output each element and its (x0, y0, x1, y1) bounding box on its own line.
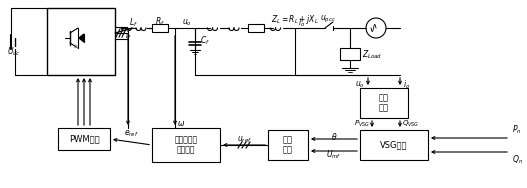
Text: $U_{dc}$: $U_{dc}$ (7, 45, 21, 58)
Text: $P_n$: $P_n$ (512, 124, 522, 136)
Text: $\omega$: $\omega$ (177, 118, 185, 127)
Bar (360, 130, 428, 160)
Bar (248, 24, 264, 32)
Text: $i_o$: $i_o$ (298, 17, 305, 29)
Bar (360, 88, 408, 118)
Bar (268, 130, 308, 160)
Text: 功率
计算: 功率 计算 (379, 93, 389, 113)
Text: $\theta$: $\theta$ (331, 130, 337, 142)
Polygon shape (79, 34, 84, 42)
Text: $i_f$: $i_f$ (125, 30, 131, 42)
Text: $u_o$: $u_o$ (355, 80, 365, 90)
Bar (152, 24, 168, 32)
Bar (340, 48, 360, 60)
Bar (47, 8, 115, 75)
Text: PWM调制: PWM调制 (69, 134, 99, 143)
Text: 电压
合成: 电压 合成 (283, 135, 293, 155)
Text: $Z_L = R_L + jX_L$: $Z_L = R_L + jX_L$ (271, 14, 319, 27)
Text: $Z_{Load}$: $Z_{Load}$ (362, 49, 383, 61)
Text: $u_o$: $u_o$ (182, 18, 192, 28)
Text: 电压电流双
闭环控制: 电压电流双 闭环控制 (174, 135, 198, 155)
Text: $u_{ref}$: $u_{ref}$ (237, 135, 251, 145)
Bar (152, 128, 220, 162)
Text: $Q_{VSG}$: $Q_{VSG}$ (402, 119, 419, 129)
Text: VSG控制: VSG控制 (380, 140, 408, 149)
Text: $i_o$: $i_o$ (403, 79, 410, 91)
Text: $U_{mf}$: $U_{mf}$ (326, 149, 341, 161)
Text: $L_f$: $L_f$ (129, 17, 138, 29)
Text: $e_{ref}$: $e_{ref}$ (124, 129, 139, 139)
Text: $C_f$: $C_f$ (200, 35, 210, 47)
Text: $R_f$: $R_f$ (155, 16, 165, 28)
Bar (58, 128, 110, 150)
Text: $u_{pcc}$: $u_{pcc}$ (320, 14, 336, 25)
Text: $P_{VSG}$: $P_{VSG}$ (354, 119, 370, 129)
Text: $Q_n$: $Q_n$ (512, 154, 523, 167)
